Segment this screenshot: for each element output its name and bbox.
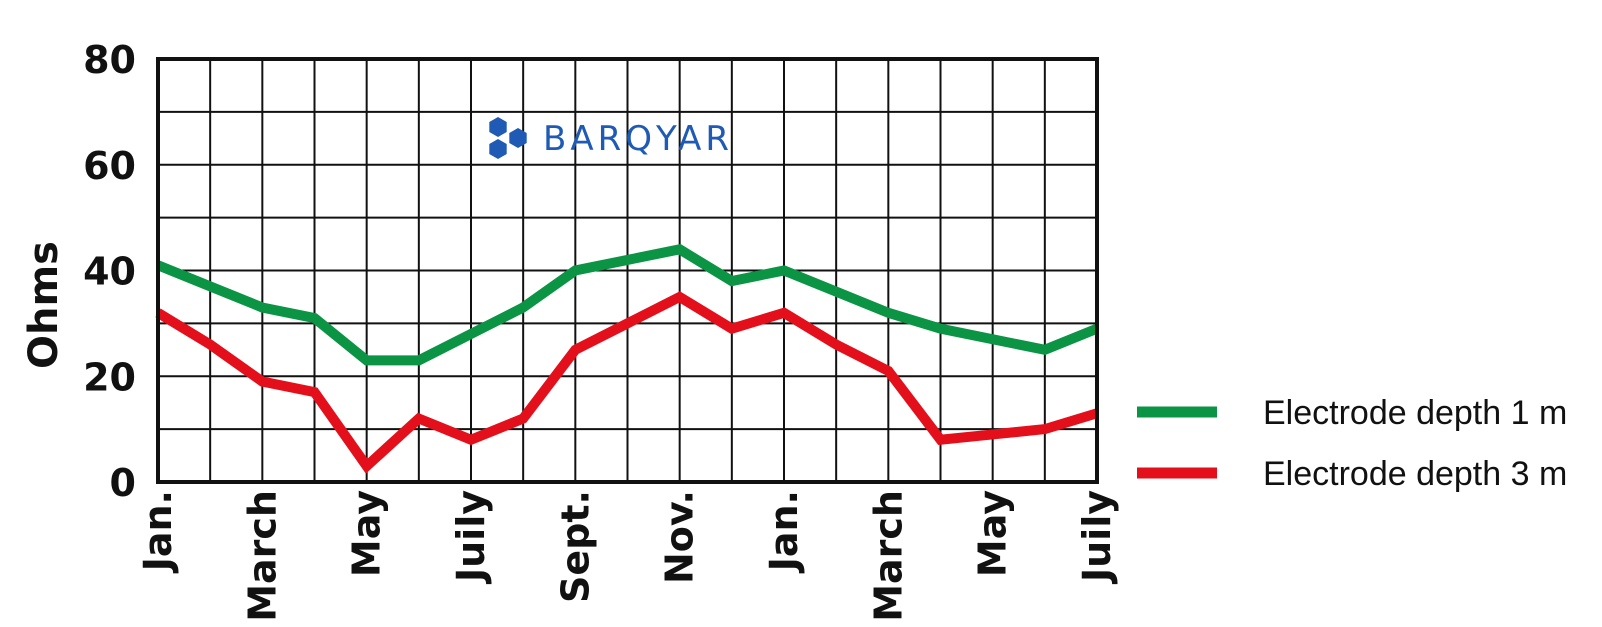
y-tick-label: 80: [83, 38, 136, 82]
x-tick-label: Nov.: [658, 490, 702, 584]
hexagon-shape: [489, 139, 507, 159]
y-axis-ticks: 0 20 40 60 80: [83, 38, 136, 505]
hexagon-shape: [509, 128, 527, 148]
x-tick-label: Juily: [449, 490, 493, 585]
x-tick-label: Jan.: [136, 490, 180, 574]
x-tick-label: March: [866, 490, 910, 622]
hexagon-logo-icon: [489, 117, 527, 159]
x-tick-label: May: [345, 490, 389, 577]
y-tick-label: 20: [83, 355, 136, 399]
x-tick-label: Juily: [1075, 490, 1119, 585]
x-tick-label: May: [971, 490, 1015, 577]
watermark-logo: BARQYAR: [489, 117, 733, 159]
plot-frame: [156, 57, 1099, 484]
x-tick-label: Sept.: [553, 490, 597, 603]
legend-label: Electrode depth 3 m: [1263, 455, 1567, 493]
y-tick-label: 60: [83, 144, 136, 188]
y-tick-label: 40: [83, 250, 136, 294]
legend: Electrode depth 1 m Electrode depth 3 m: [1137, 394, 1567, 493]
watermark-text: BARQYAR: [543, 119, 733, 159]
chart-grid: [158, 59, 1097, 482]
x-tick-label: March: [240, 490, 284, 622]
x-axis-ticks: Jan. March May Juily Sept. Nov. Jan. March May Ju…: [136, 490, 1119, 622]
hexagon-shape: [489, 117, 507, 137]
x-tick-label: Jan.: [762, 490, 806, 574]
y-tick-label: 0: [110, 461, 136, 505]
y-axis-label: Ohms: [21, 241, 67, 369]
legend-label: Electrode depth 1 m: [1263, 394, 1567, 432]
